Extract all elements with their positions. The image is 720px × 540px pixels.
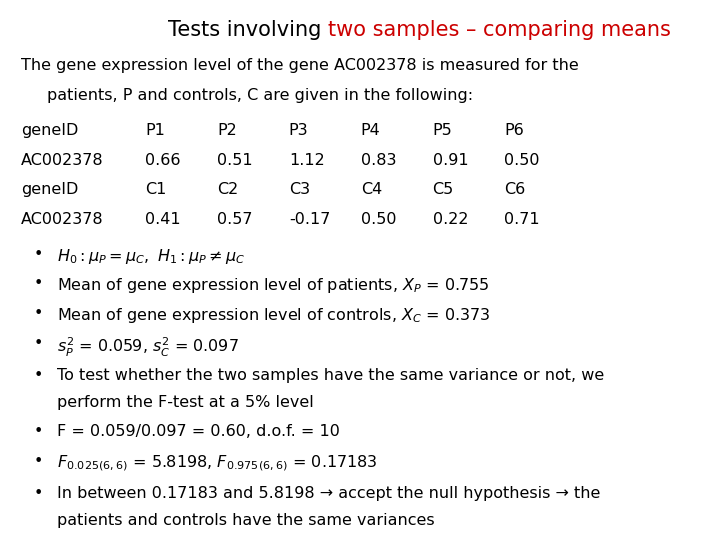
Text: -0.17: -0.17 — [289, 212, 330, 227]
Text: The gene expression level of the gene AC002378 is measured for the: The gene expression level of the gene AC… — [21, 58, 579, 73]
Text: C2: C2 — [217, 183, 238, 198]
Text: •: • — [34, 306, 43, 321]
Text: 0.22: 0.22 — [433, 212, 468, 227]
Text: To test whether the two samples have the same variance or not, we: To test whether the two samples have the… — [57, 368, 604, 383]
Text: perform the F-test at a 5% level: perform the F-test at a 5% level — [57, 395, 314, 410]
Text: P5: P5 — [433, 123, 452, 138]
Text: P6: P6 — [505, 123, 524, 138]
Text: 0.50: 0.50 — [361, 212, 396, 227]
Text: P4: P4 — [361, 123, 380, 138]
Text: 0.50: 0.50 — [505, 153, 540, 168]
Text: two samples – comparing means: two samples – comparing means — [328, 20, 671, 40]
Text: C1: C1 — [145, 183, 166, 198]
Text: 0.57: 0.57 — [217, 212, 253, 227]
Text: patients, P and controls, C are given in the following:: patients, P and controls, C are given in… — [47, 89, 473, 104]
Text: Tests involving: Tests involving — [168, 20, 328, 40]
Text: patients and controls have the same variances: patients and controls have the same vari… — [57, 513, 435, 528]
Text: •: • — [34, 486, 43, 501]
Text: $H_0: \mu_P = \mu_C,\ H_1: \mu_P \neq \mu_C$: $H_0: \mu_P = \mu_C,\ H_1: \mu_P \neq \m… — [57, 247, 246, 266]
Text: AC002378: AC002378 — [21, 212, 104, 227]
Text: P3: P3 — [289, 123, 308, 138]
Text: In between 0.17183 and 5.8198 → accept the null hypothesis → the: In between 0.17183 and 5.8198 → accept t… — [57, 486, 600, 501]
Text: •: • — [34, 368, 43, 383]
Text: 0.71: 0.71 — [505, 212, 540, 227]
Text: C4: C4 — [361, 183, 382, 198]
Text: •: • — [34, 454, 43, 469]
Text: P2: P2 — [217, 123, 237, 138]
Text: •: • — [34, 247, 43, 262]
Text: 0.51: 0.51 — [217, 153, 253, 168]
Text: C3: C3 — [289, 183, 310, 198]
Text: P1: P1 — [145, 123, 165, 138]
Text: $s_P^2$ = 0.059, $s_C^2$ = 0.097: $s_P^2$ = 0.059, $s_C^2$ = 0.097 — [57, 335, 239, 359]
Text: Mean of gene expression level of controls, $X_C$ = 0.373: Mean of gene expression level of control… — [57, 306, 490, 325]
Text: $F_{0.025(6,6)}$ = 5.8198, $F_{0.975(6,6)}$ = 0.17183: $F_{0.025(6,6)}$ = 5.8198, $F_{0.975(6,6… — [57, 454, 377, 474]
Text: AC002378: AC002378 — [21, 153, 104, 168]
Text: 0.41: 0.41 — [145, 212, 181, 227]
Text: 0.91: 0.91 — [433, 153, 468, 168]
Text: Mean of gene expression level of patients, $X_P$ = 0.755: Mean of gene expression level of patient… — [57, 276, 489, 295]
Text: C5: C5 — [433, 183, 454, 198]
Text: geneID: geneID — [21, 183, 78, 198]
Text: 0.83: 0.83 — [361, 153, 396, 168]
Text: geneID: geneID — [21, 123, 78, 138]
Text: C6: C6 — [505, 183, 526, 198]
Text: •: • — [34, 276, 43, 292]
Text: F = 0.059/0.097 = 0.60, d.o.f. = 10: F = 0.059/0.097 = 0.60, d.o.f. = 10 — [57, 424, 340, 439]
Text: 0.66: 0.66 — [145, 153, 181, 168]
Text: •: • — [34, 335, 43, 350]
Text: 1.12: 1.12 — [289, 153, 325, 168]
Text: •: • — [34, 424, 43, 439]
